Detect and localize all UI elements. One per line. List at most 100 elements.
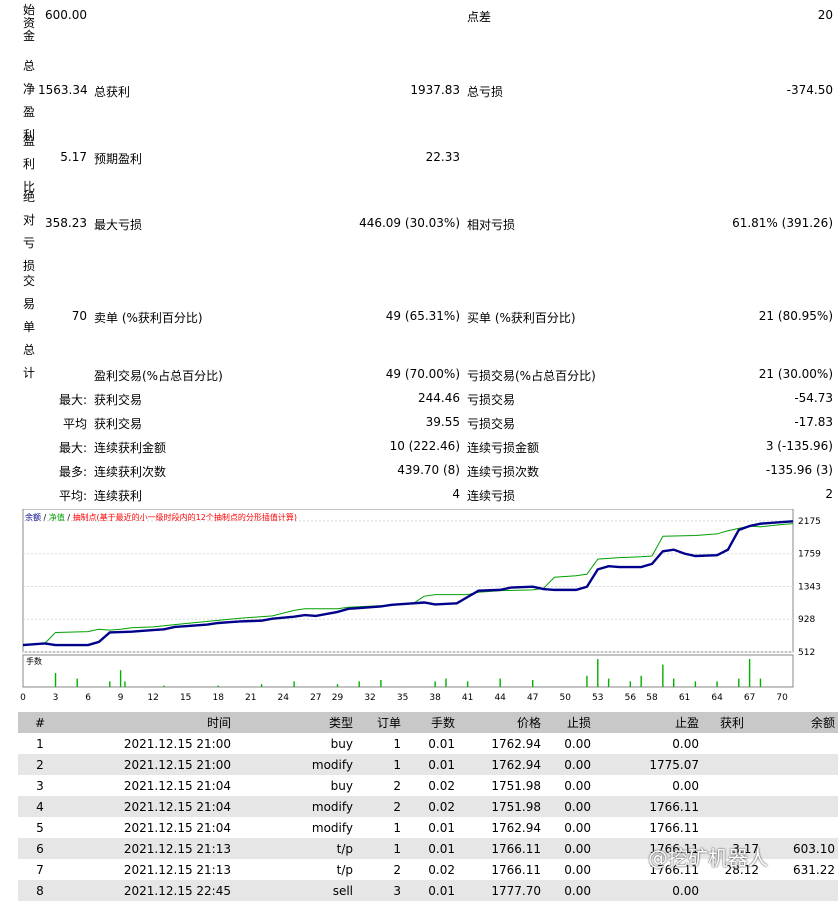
value-spread: 20: [817, 8, 833, 22]
y-tick-label: 1759: [798, 550, 821, 560]
label-gross-profit: 总获利: [94, 85, 131, 99]
table-cell: [762, 775, 838, 796]
table-cell: t/p: [336, 862, 353, 877]
label-maximal-drawdown: 最大亏损: [94, 218, 143, 232]
column-header[interactable]: 价格: [458, 712, 544, 733]
table-cell: 1762.94: [491, 820, 541, 835]
x-tick-label: 56: [625, 693, 637, 703]
x-tick-label: 50: [560, 693, 572, 703]
column-header[interactable]: 余额: [762, 712, 838, 733]
x-tick-label: 12: [147, 693, 158, 703]
table-cell: 1777.70: [458, 880, 544, 901]
table-cell: 0.01: [404, 754, 458, 775]
table-cell: 0.00: [564, 736, 591, 751]
value-relative-drawdown: 61.81% (391.26): [732, 216, 833, 230]
prefix-maximal: 最多:: [59, 465, 88, 479]
volume-label: 手数: [26, 656, 42, 666]
x-tick-label: 18: [212, 693, 224, 703]
label-short-positions: 卖单 (%获利百分比): [94, 311, 203, 325]
table-cell: [762, 754, 838, 775]
x-tick-label: 53: [592, 693, 603, 703]
table-cell: 0.00: [564, 778, 591, 793]
value-profit-trades: 49 (70.00%): [385, 367, 460, 381]
table-row[interactable]: 5 2021.12.15 21:04 modify 1 0.01 1762.94 0.00 1…: [18, 817, 838, 838]
value-short-positions: 49 (65.31%): [385, 309, 460, 323]
label-profit-trades: 盈利交易(%占总百分比): [94, 369, 223, 383]
value-max-consecutive-loss: 3 (-135.96): [765, 439, 833, 453]
balance-line: [22, 520, 794, 647]
table-cell: 1766.11: [649, 862, 699, 877]
column-header[interactable]: 止盈: [594, 712, 702, 733]
column-header[interactable]: 时间: [62, 712, 234, 733]
column-header[interactable]: 手数: [404, 712, 458, 733]
table-cell: 1: [393, 820, 401, 835]
table-row[interactable]: 3 2021.12.15 21:04 buy 2 0.02 1751.98 0.00 0.00: [18, 775, 838, 796]
table-cell: 0.00: [594, 880, 702, 901]
prefix-maximum: 最大:: [59, 441, 88, 455]
volume-plot-frame: [22, 654, 794, 688]
label-initial-deposit: 始资金: [22, 3, 35, 43]
table-cell: 1766.11: [491, 862, 541, 877]
table-cell: 4: [18, 796, 62, 817]
prefix-largest: 最大:: [59, 393, 88, 407]
table-row[interactable]: 6 2021.12.15 21:13 t/p 1 0.01 1766.11 0.00 1766…: [18, 838, 838, 859]
label-loss-trades: 亏损交易(%占总百分比): [467, 369, 596, 383]
table-cell: 0.00: [544, 838, 594, 859]
value-largest-loss-trade: -54.73: [794, 391, 833, 405]
label-largest-loss-trade: 亏损交易: [467, 393, 516, 407]
watermark: @挖矿机器人: [648, 846, 768, 870]
x-tick-label: 9: [118, 693, 124, 703]
x-tick-label: 24: [278, 693, 290, 703]
table-row[interactable]: 4 2021.12.15 21:04 modify 2 0.02 1751.98 0.00 1…: [18, 796, 838, 817]
table-cell: 2021.12.15 21:00: [62, 754, 234, 775]
table-cell: 0.01: [428, 736, 455, 751]
table-row[interactable]: 1 2021.12.15 21:00 buy 1 0.01 1762.94 0.00 0.00: [18, 733, 838, 754]
table-row[interactable]: 2 2021.12.15 21:00 modify 1 0.01 1762.94 0.00 1…: [18, 754, 838, 775]
main-plot-frame: [22, 509, 794, 653]
table-cell: [702, 775, 762, 796]
value-loss-trades: 21 (30.00%): [758, 367, 833, 381]
table-cell: 603.10: [762, 838, 838, 859]
value-average-loss-trade: -17.83: [794, 415, 833, 429]
table-cell: 0.02: [428, 778, 455, 793]
table-cell: 2021.12.15 21:04: [123, 778, 231, 793]
y-tick-label: 928: [798, 615, 815, 625]
table-cell: 0.01: [404, 838, 458, 859]
label-largest-profit-trade: 获利交易: [94, 393, 143, 407]
equity-line: [22, 523, 794, 646]
table-row[interactable]: 7 2021.12.15 21:13 t/p 2 0.02 1766.11 0.00 1766…: [18, 859, 838, 880]
value-gross-loss: -374.50: [786, 83, 833, 97]
table-cell: 1751.98: [458, 796, 544, 817]
table-cell: buy: [330, 778, 353, 793]
column-header[interactable]: 获利: [702, 712, 762, 733]
table-cell: 1766.11: [649, 820, 699, 835]
column-header[interactable]: 订单: [356, 712, 404, 733]
table-cell: 1766.11: [594, 838, 702, 859]
value-total-net-profit: 1563.34: [38, 83, 88, 97]
table-row[interactable]: 8 2021.12.15 22:45 sell 3 0.01 1777.70 0.00 0.0…: [18, 880, 838, 901]
x-tick-label: 47: [527, 693, 538, 703]
table-cell: 28.12: [724, 862, 759, 877]
x-tick-label: 64: [711, 693, 723, 703]
x-tick-label: 58: [646, 693, 658, 703]
table-cell: 2021.12.15 21:13: [123, 862, 231, 877]
x-tick-label: 3: [53, 693, 59, 703]
table-cell: buy: [330, 736, 353, 751]
label-maximal-consecutive-losses: 连续亏损次数: [467, 465, 540, 479]
table-cell: 0.00: [544, 880, 594, 901]
table-cell: 1751.98: [491, 778, 541, 793]
x-tick-label: 6: [85, 693, 91, 703]
table-cell: 2: [356, 796, 404, 817]
column-header[interactable]: 类型: [234, 712, 356, 733]
x-tick-label: 70: [776, 693, 788, 703]
table-cell: 631.22: [793, 862, 835, 877]
table-cell: 2021.12.15 22:45: [62, 880, 234, 901]
table-cell: [702, 796, 762, 817]
label-total-trades: 交易单总计: [22, 274, 35, 380]
prefix-average-consecutive: 平均:: [59, 489, 88, 503]
column-header[interactable]: #: [18, 712, 62, 733]
x-tick-label: 38: [429, 693, 441, 703]
column-header[interactable]: 止损: [544, 712, 594, 733]
x-tick-label: 0: [20, 693, 26, 703]
table-cell: 2: [393, 862, 401, 877]
